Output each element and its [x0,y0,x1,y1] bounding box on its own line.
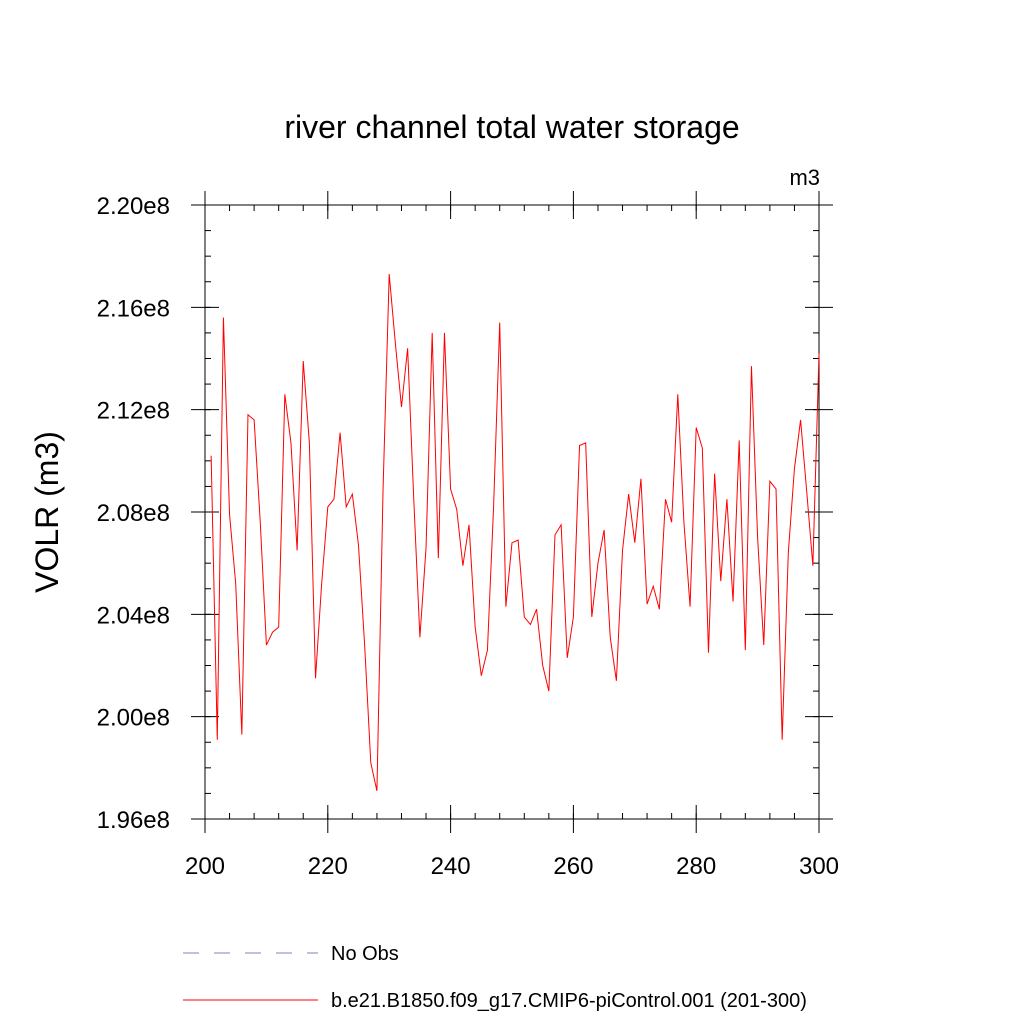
minor-ticks [204,204,820,820]
series-layer [210,274,820,791]
units-label: m3 [789,165,820,190]
x-tick-label: 300 [799,853,839,880]
series-line [210,274,820,791]
x-tick-label: 260 [553,853,593,880]
legend-label: b.e21.B1850.f09_g17.CMIP6-piControl.001 … [331,990,807,1012]
y-tick-label: 2.12e8 [97,398,170,425]
x-tick-label: 240 [431,853,471,880]
x-tick-label: 280 [676,853,716,880]
x-axis-ticks: 200 220 240 260 280 300 [185,191,839,880]
y-tick-label: 2.16e8 [97,295,170,322]
plot-frame [204,204,820,820]
y-tick-label: 2.20e8 [97,193,170,220]
legend: No Obs b.e21.B1850.f09_g17.CMIP6-piContro… [183,943,807,1012]
x-tick-label: 200 [185,853,225,880]
y-tick-label: 2.04e8 [97,602,170,629]
y-axis-ticks: 1.96e8 2.00e8 2.04e8 2.08e8 2.12e8 2.16e8 2.20… [97,193,833,834]
chart-title: river channel total water storage [284,109,739,145]
y-tick-label: 2.08e8 [97,500,170,527]
y-axis-label: VOLR (m3) [29,431,65,593]
y-tick-label: 2.00e8 [97,705,170,732]
legend-label: No Obs [331,943,399,965]
x-tick-label: 220 [308,853,348,880]
y-tick-label: 1.96e8 [97,807,170,834]
